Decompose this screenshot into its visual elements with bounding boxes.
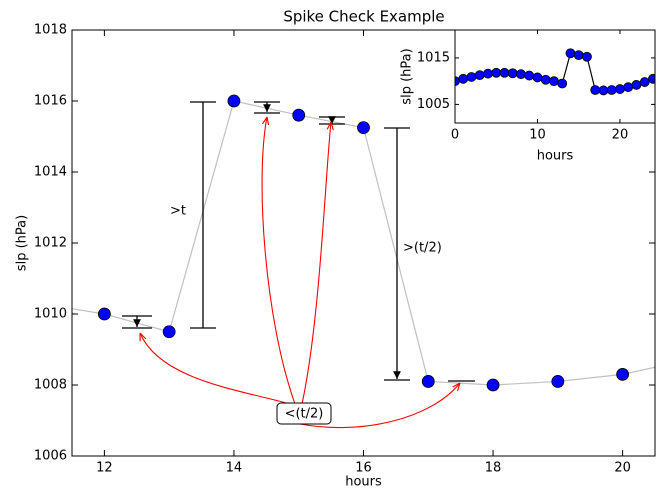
y-axis-label: slp (hPa) [15,215,30,271]
series [455,48,655,96]
x-tick-label: 10 [529,128,546,143]
marker [631,79,642,90]
annotations [122,101,475,382]
marker [162,325,176,339]
axes-frame [454,29,656,124]
x-tick-label: 0 [451,128,459,143]
marker [227,94,241,108]
red-arrows [140,117,460,429]
marker [615,84,625,94]
marker [516,69,526,80]
y-tick-label: 1006 [34,449,67,464]
marker [524,70,535,81]
marker [532,72,543,83]
y-tick-label: 1010 [34,307,67,322]
marker [474,70,485,81]
annotation-box [276,402,332,425]
y-tick-label: 1016 [34,94,67,109]
marker [466,72,477,82]
marker [648,73,655,84]
marker [582,51,592,62]
annotation: >t [170,204,186,219]
marker [292,108,306,122]
y-tick-label: 1012 [34,236,67,251]
marker [623,82,634,93]
marker [616,367,630,381]
x-tick-label: 18 [485,461,502,476]
chart-title: Spike Check Example [283,8,444,26]
marker [565,48,576,59]
marker [606,85,617,95]
x-tick-label: 16 [355,461,372,476]
marker [421,375,435,388]
marker [639,77,650,87]
inset-plot: 0 10 20 1005 1015 hours slp (hPa) [400,29,656,164]
annotation: >(t/2) [403,241,442,256]
x-tick-label: 12 [96,461,113,476]
y-tick-label: 1018 [34,23,67,38]
series [72,94,655,392]
marker [573,50,584,61]
marker [557,78,568,89]
y-axis-label: slp (hPa) [400,48,415,104]
x-axis-label: hours [537,149,574,164]
marker [507,68,518,79]
marker [549,76,559,87]
marker [458,73,469,84]
marker [486,378,500,392]
marker [590,85,601,95]
annotation: <(t/2) [285,407,324,422]
y-tick-label: 1015 [417,50,450,65]
y-tick-label: 1005 [417,97,450,112]
y-tick-label: 1014 [34,165,67,180]
x-tick-label: 20 [612,128,629,143]
y-tick-label: 1008 [34,378,67,393]
marker [97,307,111,321]
marker [483,68,493,79]
marker [551,375,565,388]
x-tick-label: 20 [614,461,631,476]
marker [357,121,370,135]
marker [540,74,551,85]
x-axis-label: hours [345,475,382,490]
marker [598,85,609,96]
x-tick-label: 14 [226,461,243,476]
marker [499,67,510,78]
marker [491,67,502,78]
